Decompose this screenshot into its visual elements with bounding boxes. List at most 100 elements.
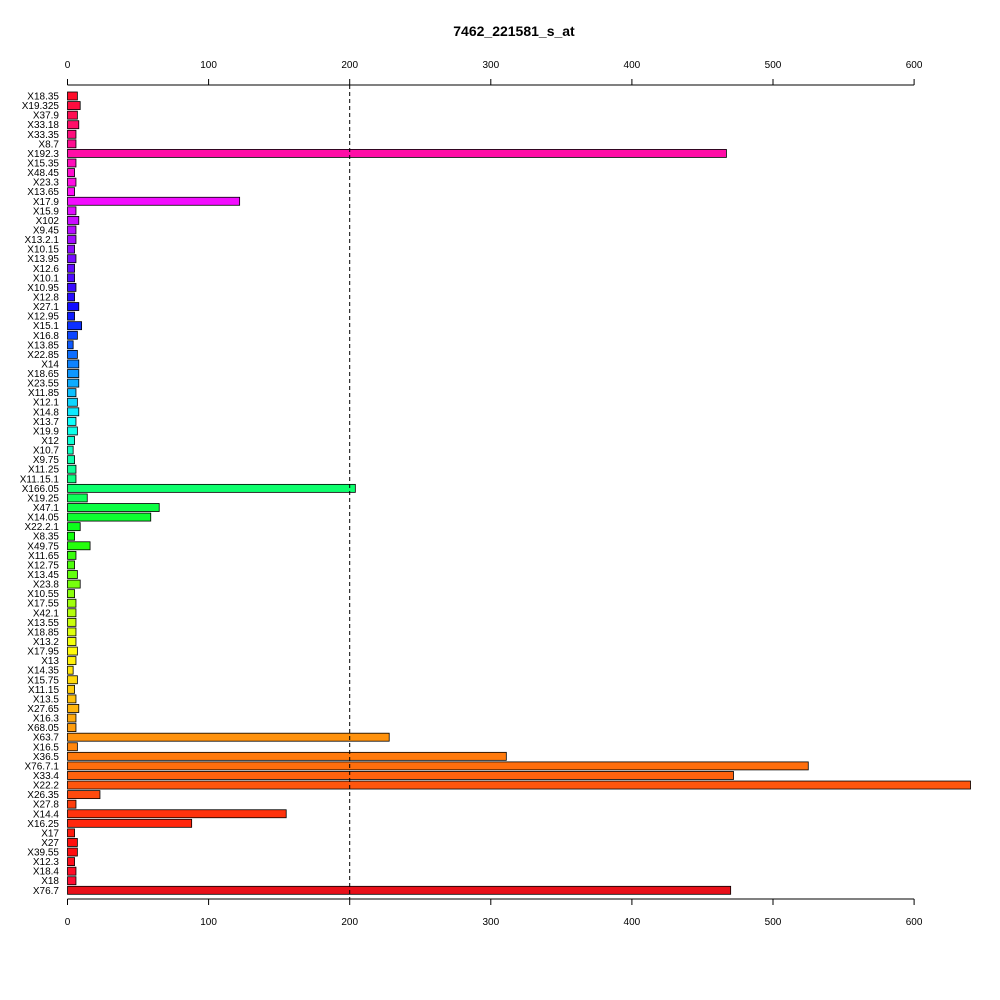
tick-label: 300	[482, 917, 499, 928]
bar	[67, 397, 78, 407]
bar	[67, 665, 74, 675]
category-label: X10.15	[27, 245, 59, 256]
category-label: X18.35	[27, 92, 59, 103]
bar	[67, 694, 77, 704]
category-label: X11.25	[28, 465, 59, 476]
bar	[67, 378, 80, 388]
bar	[67, 541, 91, 551]
category-label: X14.05	[27, 513, 59, 524]
bar	[67, 579, 81, 589]
category-label: X27.8	[33, 800, 60, 811]
tick-label: 100	[200, 60, 217, 71]
category-label: X10.7	[33, 446, 60, 457]
category-label: X13.55	[27, 618, 59, 629]
category-label: X11.15.1	[20, 474, 60, 485]
bar	[67, 512, 152, 522]
bar	[67, 187, 75, 197]
category-label: X49.75	[27, 541, 59, 552]
bar	[67, 254, 77, 264]
category-label: X16.5	[33, 742, 60, 753]
category-label: X15.1	[33, 321, 60, 332]
category-label: X8.7	[38, 139, 59, 150]
bar	[67, 282, 77, 292]
category-label: X17.55	[27, 599, 59, 610]
bar	[67, 570, 78, 579]
category-label: X22.85	[27, 350, 59, 361]
bar	[67, 149, 727, 158]
category-label: X13.2.1	[25, 235, 60, 246]
category-label: X13.95	[27, 254, 59, 265]
bar	[67, 790, 101, 800]
category-label: X18.4	[33, 867, 60, 878]
category-label: X27	[41, 838, 59, 849]
bar	[67, 120, 80, 130]
bar	[67, 206, 77, 216]
category-label: X8.35	[33, 532, 60, 543]
bar	[67, 139, 77, 149]
tick-label: 600	[906, 917, 923, 928]
bar	[67, 483, 356, 493]
category-label: X12.8	[33, 292, 60, 303]
bar	[67, 589, 75, 599]
category-label: X23.3	[33, 178, 60, 189]
category-label: X19.25	[27, 493, 59, 504]
bar	[67, 110, 78, 120]
bar	[67, 723, 77, 733]
category-label: X33.4	[33, 771, 60, 782]
bar	[67, 91, 78, 101]
tick-label: 200	[341, 917, 358, 928]
category-label: X18.65	[27, 369, 59, 380]
category-label: X39.55	[27, 848, 59, 859]
category-label: X12.75	[27, 560, 59, 571]
category-label: X37.9	[33, 111, 60, 122]
bar	[67, 216, 80, 225]
bar	[67, 503, 160, 512]
bar	[67, 598, 77, 608]
category-label: X14	[41, 359, 59, 370]
category-label: X12.6	[33, 264, 60, 275]
bar	[67, 292, 75, 302]
category-label: X10.55	[27, 589, 59, 600]
category-label: X10.1	[33, 273, 60, 284]
category-label: X13.45	[27, 570, 59, 581]
category-label: X18.85	[27, 627, 59, 638]
category-label: X16.25	[27, 819, 59, 830]
category-label: X22.2.1	[25, 522, 60, 533]
bar	[67, 742, 78, 752]
category-label: X192.3	[27, 149, 59, 160]
category-label: X26.35	[27, 790, 59, 801]
category-label: X13.2	[33, 637, 60, 648]
bottom-axis: 0 100 200 300 400 500 600	[65, 898, 923, 928]
bar	[67, 771, 734, 780]
category-label: X102	[36, 216, 60, 227]
category-labels: X18.35X19.325X37.9X33.18X33.35X8.7X192.3…	[20, 92, 60, 897]
bar	[67, 177, 77, 187]
tick-label: 200	[341, 60, 358, 71]
bar	[67, 196, 241, 206]
category-label: X48.45	[27, 168, 59, 179]
bar	[67, 646, 78, 656]
category-label: X11.65	[28, 551, 59, 562]
bar	[67, 244, 75, 254]
bar	[67, 273, 75, 283]
bar	[67, 684, 75, 694]
bars-group	[67, 91, 971, 895]
category-label: X42.1	[33, 608, 60, 619]
category-label: X76.7.1	[25, 761, 60, 772]
category-label: X14.35	[27, 666, 59, 677]
category-label: X13.85	[27, 340, 59, 351]
category-label: X14.4	[33, 809, 60, 820]
bar	[67, 847, 78, 857]
bar	[67, 158, 77, 168]
category-label: X16.3	[33, 714, 60, 725]
category-label: X9.45	[33, 225, 60, 236]
bar	[67, 388, 77, 398]
bar	[67, 416, 77, 426]
category-label: X33.35	[27, 130, 59, 141]
bar	[67, 866, 77, 876]
bar	[67, 474, 77, 484]
bar	[67, 656, 77, 666]
bar	[67, 713, 77, 723]
bar	[67, 225, 77, 235]
category-label: X16.8	[33, 331, 60, 342]
